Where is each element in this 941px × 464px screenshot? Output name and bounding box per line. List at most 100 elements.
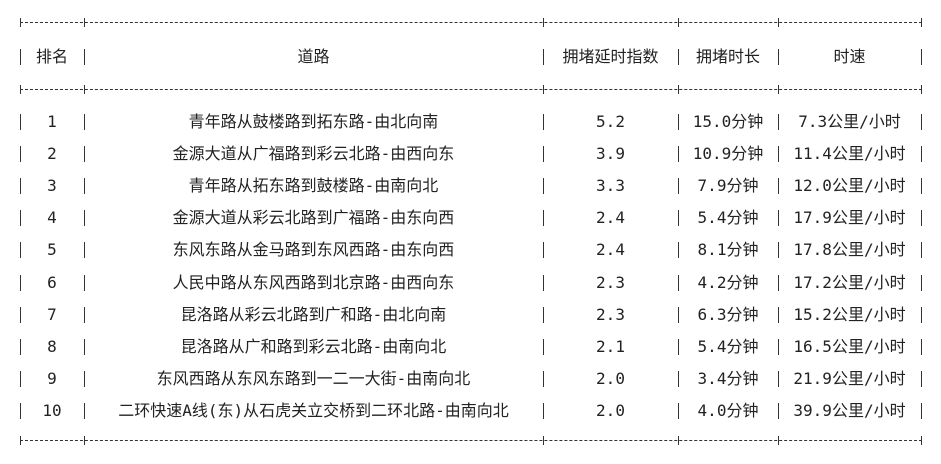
table-row: 3 青年路从拓东路到鼓楼路-由南向北 3.3 7.9分钟 12.0公里/小时 bbox=[0, 172, 941, 200]
column-separator bbox=[678, 338, 679, 355]
table-row: 5 东风东路从金马路到东风西路-由东向西 2.4 8.1分钟 17.8公里/小时 bbox=[0, 236, 941, 264]
speed-cell: 17.8公里/小时 bbox=[793, 240, 906, 260]
column-separator bbox=[778, 370, 779, 387]
rank-cell: 6 bbox=[47, 272, 57, 292]
rank-cell: 10 bbox=[42, 400, 62, 420]
column-separator bbox=[778, 242, 779, 259]
column-separator bbox=[678, 49, 679, 65]
speed-cell: 12.0公里/小时 bbox=[793, 176, 906, 196]
column-separator bbox=[84, 210, 85, 227]
column-separator bbox=[84, 178, 85, 195]
column-separator bbox=[543, 178, 544, 195]
congestion-index-cell: 2.3 bbox=[596, 272, 625, 292]
table-border bbox=[20, 89, 922, 90]
column-separator bbox=[84, 274, 85, 291]
table-row: 9 东风西路从东风东路到一二一大街-由南向北 2.0 3.4分钟 21.9公里/小时 bbox=[0, 365, 941, 393]
table-row: 7 昆洛路从彩云北路到广和路-由北向南 2.3 6.3分钟 15.2公里/小时 bbox=[0, 301, 941, 329]
table-corner bbox=[80, 18, 89, 27]
column-separator bbox=[20, 178, 21, 195]
speed-cell: 21.9公里/小时 bbox=[793, 368, 906, 388]
column-separator bbox=[543, 242, 544, 259]
column-separator bbox=[778, 274, 779, 291]
column-separator bbox=[921, 402, 922, 419]
column-separator bbox=[678, 402, 679, 419]
table-corner bbox=[774, 18, 783, 27]
congestion-index-cell: 2.4 bbox=[596, 208, 625, 228]
congestion-duration-cell: 3.4分钟 bbox=[697, 368, 759, 388]
column-separator bbox=[778, 114, 779, 130]
congestion-duration-cell: 8.1分钟 bbox=[697, 240, 759, 260]
table-border bbox=[20, 22, 922, 23]
column-separator bbox=[20, 370, 21, 387]
column-separator bbox=[84, 370, 85, 387]
column-separator bbox=[678, 146, 679, 163]
congestion-duration-cell: 7.9分钟 bbox=[697, 176, 759, 196]
table-corner bbox=[539, 18, 548, 27]
speed-cell: 39.9公里/小时 bbox=[793, 400, 906, 420]
congestion-index-cell: 拥堵延时指数 bbox=[562, 47, 659, 66]
column-separator bbox=[921, 242, 922, 259]
rank-cell: 2 bbox=[47, 144, 57, 164]
rank-cell: 7 bbox=[47, 304, 57, 324]
column-separator bbox=[921, 49, 922, 65]
table-corner bbox=[674, 85, 683, 94]
column-separator bbox=[84, 49, 85, 65]
congestion-index-cell: 3.9 bbox=[596, 144, 625, 164]
congestion-index-cell: 2.1 bbox=[596, 336, 625, 356]
road-cell: 东风西路从东风东路到一二一大街-由南向北 bbox=[156, 368, 471, 388]
table-row: 6 人民中路从东风西路到北京路-由西向东 2.3 4.2分钟 17.2公里/小时 bbox=[0, 269, 941, 297]
column-separator bbox=[543, 114, 544, 130]
column-separator bbox=[778, 146, 779, 163]
column-separator bbox=[84, 242, 85, 259]
column-separator bbox=[20, 114, 21, 130]
road-cell: 道路 bbox=[297, 47, 330, 66]
column-separator bbox=[20, 274, 21, 291]
speed-cell: 16.5公里/小时 bbox=[793, 336, 906, 356]
column-separator bbox=[20, 402, 21, 419]
column-separator bbox=[921, 114, 922, 130]
column-separator bbox=[543, 370, 544, 387]
rank-cell: 5 bbox=[47, 240, 57, 260]
road-cell: 昆洛路从广和路到彩云北路-由南向北 bbox=[180, 336, 447, 356]
table-corner bbox=[80, 85, 89, 94]
speed-cell: 17.2公里/小时 bbox=[793, 272, 906, 292]
congestion-duration-cell: 拥堵时长 bbox=[695, 47, 760, 66]
rank-cell: 9 bbox=[47, 368, 57, 388]
table-row: 1 青年路从鼓楼路到拓东路-由北向南 5.2 15.0分钟 7.3公里/小时 bbox=[0, 108, 941, 136]
table-corner bbox=[16, 436, 25, 445]
table-corner bbox=[16, 85, 25, 94]
table-corner bbox=[539, 85, 548, 94]
column-separator bbox=[543, 338, 544, 355]
congestion-index-cell: 2.0 bbox=[596, 368, 625, 388]
table-row: 4 金源大道从彩云北路到广福路-由东向西 2.4 5.4分钟 17.9公里/小时 bbox=[0, 204, 941, 232]
table-corner bbox=[917, 18, 926, 27]
column-separator bbox=[678, 370, 679, 387]
column-separator bbox=[84, 306, 85, 323]
column-separator bbox=[921, 146, 922, 163]
column-separator bbox=[543, 146, 544, 163]
speed-cell: 7.3公里/小时 bbox=[798, 112, 901, 131]
column-separator bbox=[20, 49, 21, 65]
column-separator bbox=[921, 210, 922, 227]
table-corner bbox=[539, 436, 548, 445]
table-corner bbox=[80, 436, 89, 445]
speed-cell: 17.9公里/小时 bbox=[793, 208, 906, 228]
table-border bbox=[20, 440, 922, 441]
road-cell: 青年路从鼓楼路到拓东路-由北向南 bbox=[188, 112, 439, 131]
column-separator bbox=[543, 49, 544, 65]
column-separator bbox=[84, 402, 85, 419]
table-row: 10 二环快速A线(东)从石虎关立交桥到二环北路-由南向北 2.0 4.0分钟 39.9… bbox=[0, 397, 941, 425]
column-separator bbox=[778, 178, 779, 195]
road-cell: 东风东路从金马路到东风西路-由东向西 bbox=[172, 240, 455, 260]
congestion-index-cell: 2.4 bbox=[596, 240, 625, 260]
column-separator bbox=[84, 338, 85, 355]
road-cell: 二环快速A线(东)从石虎关立交桥到二环北路-由南向北 bbox=[118, 400, 509, 420]
congestion-index-cell: 3.3 bbox=[596, 176, 625, 196]
column-separator bbox=[921, 178, 922, 195]
road-cell: 青年路从拓东路到鼓楼路-由南向北 bbox=[188, 176, 439, 196]
rank-cell: 3 bbox=[47, 176, 57, 196]
table-row: 8 昆洛路从广和路到彩云北路-由南向北 2.1 5.4分钟 16.5公里/小时 bbox=[0, 333, 941, 361]
column-separator bbox=[20, 306, 21, 323]
column-separator bbox=[543, 210, 544, 227]
road-cell: 人民中路从东风西路到北京路-由西向东 bbox=[172, 272, 455, 292]
